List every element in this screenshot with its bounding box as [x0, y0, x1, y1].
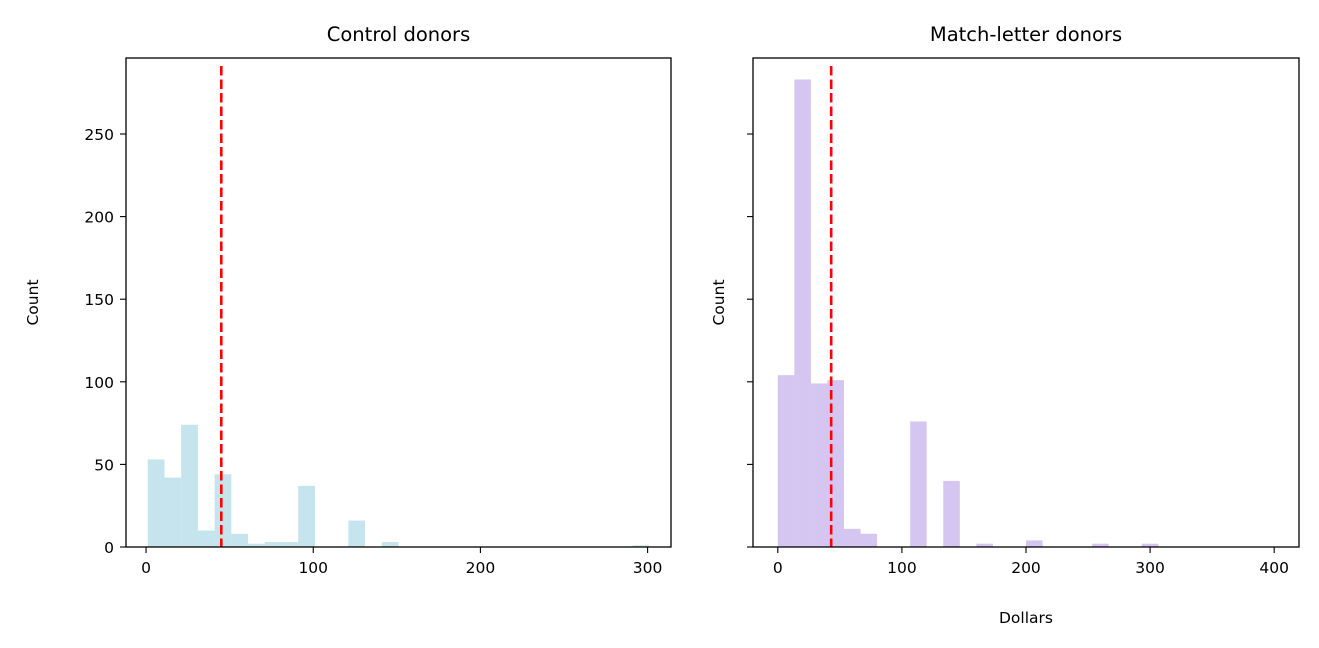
match-x-tick-label-100: 100 [887, 559, 917, 577]
control-bar-12 [348, 520, 366, 547]
match-bar-1 [794, 79, 811, 547]
control-bar-8 [281, 542, 299, 547]
control-y-tick-label-200: 200 [84, 209, 114, 227]
control-bar-7 [264, 542, 282, 547]
match-y-ticks [747, 133, 753, 548]
control-bar-3 [197, 530, 215, 547]
match-bar-5 [860, 533, 878, 547]
control-y-tick-label-250: 250 [84, 126, 114, 144]
control-bar-5 [231, 533, 249, 547]
control-bar-1 [164, 477, 182, 547]
control-bar-0 [147, 459, 165, 547]
control-chart-title: Control donors [327, 23, 470, 46]
control-y-tick-label-0: 0 [104, 539, 114, 557]
match-bar-22 [1141, 543, 1159, 547]
match-bar-4 [843, 528, 861, 547]
control-x-tick-label-200: 200 [466, 559, 496, 577]
match-bar-2 [810, 383, 828, 547]
match-x-tick-label-200: 200 [1011, 559, 1041, 577]
match-x-axis-label: Dollars [999, 609, 1053, 627]
control-bar-14 [381, 542, 399, 547]
control-bar-6 [248, 543, 265, 547]
match-bar-8 [910, 421, 927, 547]
control-bar-2 [181, 424, 198, 547]
control-y-ticks: 0 50 100 150 200 250 [84, 126, 126, 557]
match-bar-19 [1092, 543, 1109, 547]
match-x-tick-label-300: 300 [1135, 559, 1165, 577]
control-bar-9 [298, 485, 315, 547]
control-donors-panel: 0 100 200 300 0 50 100 150 200 250 Control donor… [24, 23, 672, 577]
match-x-tick-label-0: 0 [773, 559, 783, 577]
match-y-axis-label: Count [710, 279, 728, 325]
control-axes-frame [125, 57, 672, 548]
control-y-tick-label-100: 100 [84, 374, 114, 392]
control-x-ticks: 0 100 200 300 [141, 547, 662, 577]
match-x-tick-label-400: 400 [1259, 559, 1289, 577]
match-bar-12 [976, 543, 993, 547]
match-letter-donors-panel: 0 100 200 300 400 Match-letter donors Count … [710, 23, 1300, 627]
match-bar-10 [943, 480, 960, 547]
match-bar-15 [1026, 540, 1043, 547]
control-x-tick-label-300: 300 [633, 559, 663, 577]
control-bar-4 [214, 474, 232, 547]
match-chart-title: Match-letter donors [930, 23, 1122, 46]
control-y-axis-label: Count [24, 279, 42, 325]
control-x-tick-label-100: 100 [298, 559, 328, 577]
match-histogram-bars [777, 79, 1159, 547]
control-y-tick-label-50: 50 [94, 456, 114, 474]
control-histogram-bars [147, 424, 650, 547]
control-y-tick-label-150: 150 [84, 291, 114, 309]
match-x-ticks: 0 100 200 300 400 [773, 547, 1289, 577]
match-bar-0 [777, 375, 795, 547]
control-bar-29 [632, 545, 650, 547]
control-x-tick-label-0: 0 [141, 559, 151, 577]
